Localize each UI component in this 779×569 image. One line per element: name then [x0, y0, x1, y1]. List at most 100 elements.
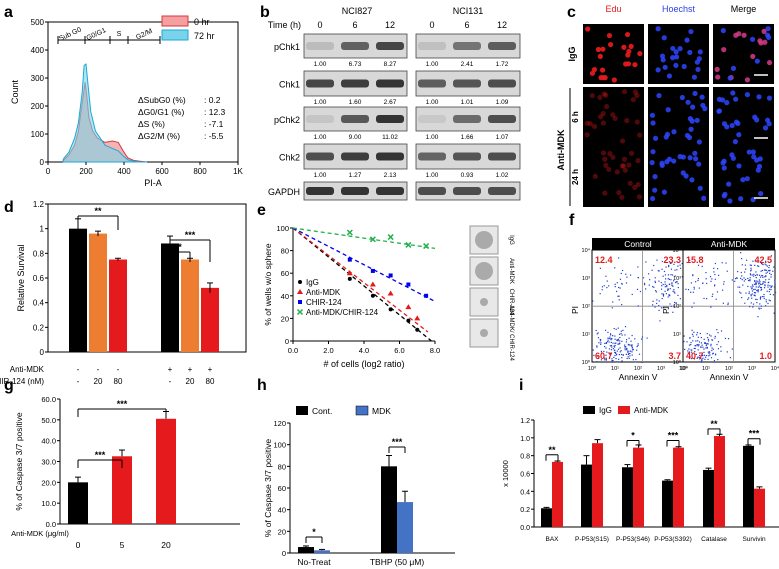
marker-anti-mdk — [414, 315, 421, 321]
cell-dot — [762, 39, 768, 45]
chir-dose: - — [77, 377, 80, 386]
facs-event — [740, 258, 743, 260]
facs-event — [592, 300, 594, 302]
facs-event — [725, 262, 727, 264]
facs-event — [705, 344, 707, 347]
facs-event — [616, 350, 618, 352]
legend-swatch-72hr — [161, 29, 189, 41]
legend-label: IgG — [306, 278, 319, 287]
facs-event — [636, 288, 639, 291]
band-ratio: 2.13 — [384, 172, 397, 179]
blot-band — [453, 79, 481, 88]
fit-line — [292, 227, 436, 303]
facs-event — [693, 347, 695, 350]
sig-h1-label: * — [312, 527, 316, 537]
facs-event — [757, 286, 759, 288]
h-y-tick-label: 0 — [282, 549, 286, 558]
facs-event — [757, 291, 759, 293]
facs-event — [614, 283, 616, 285]
facs-event — [654, 280, 656, 282]
facs-event — [631, 334, 633, 337]
facs-event — [693, 331, 695, 333]
channel-label: Merge — [731, 4, 757, 14]
blot-band — [341, 152, 369, 161]
protein-label: pChk1 — [274, 42, 300, 52]
e-y-tick-label: 60 — [281, 269, 289, 278]
band-ratio: 1.00 — [314, 134, 327, 141]
g-category: 0 — [76, 540, 81, 550]
facs-event — [748, 292, 750, 295]
facs-event — [605, 358, 607, 360]
facs-event — [614, 351, 616, 354]
facs-event — [745, 292, 747, 294]
facs-event — [690, 291, 692, 293]
band-ratio: 1.00 — [426, 172, 439, 179]
cell-dot — [754, 117, 760, 123]
facs-event — [757, 281, 759, 283]
cell-dot — [670, 45, 676, 52]
facs-y-tick: 10⁰ — [582, 359, 591, 366]
facs-event — [629, 274, 632, 276]
cell-dot — [673, 62, 679, 68]
cell-dot — [724, 124, 730, 130]
cell-dot — [595, 46, 601, 53]
sig-i-label: ** — [710, 419, 718, 429]
facs-event — [692, 274, 694, 277]
panel-label-g: g — [4, 377, 14, 394]
marker-chir — [406, 282, 411, 287]
cell-dot — [744, 176, 750, 182]
facs-event — [612, 301, 614, 303]
cell-dot — [758, 190, 764, 197]
i-y-tick-label: 0.8 — [520, 454, 530, 461]
marker-igg — [415, 327, 420, 332]
facs-event — [754, 295, 756, 297]
facs-event — [658, 309, 660, 312]
facs-event — [721, 262, 723, 264]
facs-event — [710, 343, 712, 345]
facs-event — [617, 339, 619, 341]
facs-event — [744, 302, 746, 304]
cell-dot — [610, 154, 616, 160]
facs-event — [693, 302, 695, 304]
facs-event — [711, 339, 713, 341]
facs-event — [631, 347, 633, 349]
quadrant-value: 23.3 — [663, 255, 681, 265]
panel-label-e: e — [257, 202, 266, 219]
facs-x-tick: 10² — [634, 366, 642, 372]
facs-event — [753, 283, 756, 285]
bar-h — [397, 502, 413, 553]
facs-event — [713, 360, 716, 362]
facs-event — [753, 288, 755, 291]
facs-event — [652, 285, 654, 288]
facs-y-tick: 10¹ — [582, 332, 590, 338]
facs-event — [760, 289, 762, 291]
facs-event — [697, 344, 699, 346]
facs-event — [773, 266, 775, 268]
facs-event — [693, 358, 696, 360]
bar-d — [161, 243, 179, 352]
blot-band — [418, 42, 446, 50]
facs-event — [714, 278, 716, 280]
cell-dot — [652, 187, 658, 193]
facs-event — [615, 353, 618, 355]
cell-dot — [721, 158, 727, 164]
marker-combo — [346, 229, 353, 236]
cell-dot — [685, 99, 691, 105]
facs-event — [645, 261, 647, 263]
facs-event — [697, 349, 699, 351]
facs-event — [706, 346, 709, 349]
facs-event — [610, 339, 612, 341]
cell-dot — [730, 65, 737, 71]
time-value: 0 — [317, 20, 322, 30]
cell-dot — [687, 155, 693, 161]
facs-event — [755, 271, 757, 273]
facs-event — [605, 275, 607, 277]
facs-event — [606, 280, 608, 282]
facs-event — [771, 285, 773, 287]
facs-event — [740, 252, 742, 254]
facs-event — [749, 279, 751, 281]
d-y-tick-label: 1 — [40, 225, 45, 234]
facs-event — [717, 348, 720, 350]
i-category: Catalase — [701, 536, 727, 543]
facs-event — [635, 358, 637, 361]
